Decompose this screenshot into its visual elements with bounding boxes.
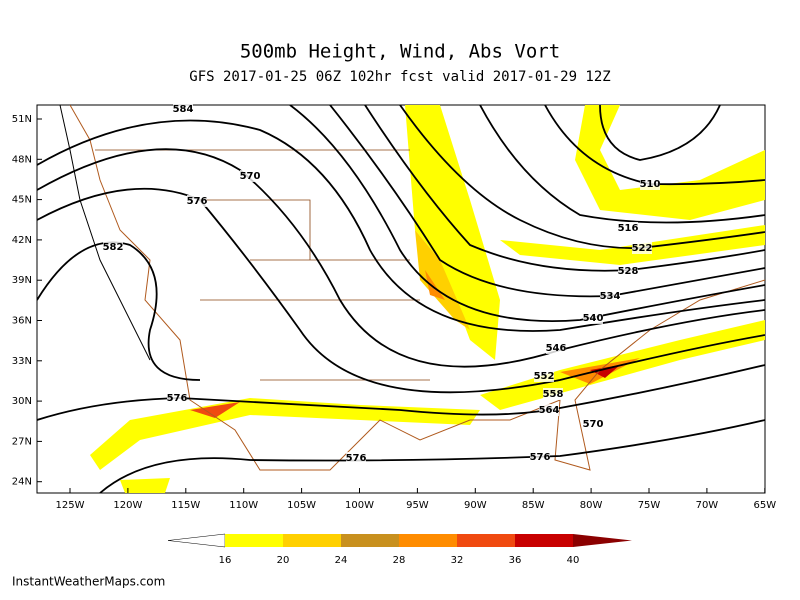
contour-label-bg bbox=[583, 418, 603, 430]
contour-label: 576 bbox=[530, 452, 551, 463]
lat-label: 27N bbox=[12, 436, 32, 447]
footer: InstantWeatherMaps.com bbox=[12, 575, 165, 589]
colorbar-arrow-high bbox=[573, 534, 632, 547]
lat-label: 42N bbox=[12, 235, 32, 246]
colorbar-segment bbox=[457, 534, 515, 547]
lat-label: 33N bbox=[12, 356, 32, 367]
colorbar-tick-label: 24 bbox=[335, 555, 348, 566]
contour-label: 584 bbox=[173, 104, 194, 115]
colorbar-tick-label: 40 bbox=[567, 555, 580, 566]
contour-label: 522 bbox=[632, 243, 653, 254]
contour-label-bg bbox=[583, 312, 603, 324]
contour-label-bg bbox=[534, 370, 554, 382]
contour-label: 540 bbox=[583, 313, 604, 324]
contour-label: 534 bbox=[600, 291, 621, 302]
lon-label: 115W bbox=[171, 500, 200, 511]
contour-label: 576 bbox=[187, 196, 208, 207]
title: 500mb Height, Wind, Abs Vort bbox=[240, 41, 560, 63]
contour-label-bg bbox=[546, 342, 566, 354]
contour-label: 564 bbox=[539, 405, 560, 416]
contour-label: 528 bbox=[618, 266, 639, 277]
contour-label-bg bbox=[346, 452, 366, 464]
contour-label-bg bbox=[103, 241, 123, 253]
lon-label: 105W bbox=[287, 500, 316, 511]
lon-label: 75W bbox=[638, 500, 661, 511]
colorbar-segment bbox=[225, 534, 283, 547]
contour-label: 576 bbox=[167, 393, 188, 404]
colorbar-tick-label: 20 bbox=[277, 555, 290, 566]
colorbar: 16 20 24 28 32 36 40 bbox=[167, 533, 632, 566]
subtitle: GFS 2017-01-25 06Z 102hr fcst valid 2017… bbox=[189, 69, 610, 85]
contour-label-bg bbox=[530, 451, 550, 463]
contour-label-bg bbox=[600, 290, 620, 302]
contour-label-bg bbox=[632, 242, 652, 254]
colorbar-arrow-low bbox=[167, 533, 226, 548]
contour-label: 582 bbox=[103, 242, 124, 253]
lon-label: 100W bbox=[345, 500, 374, 511]
contour-label: 570 bbox=[240, 171, 261, 182]
contour-label: 546 bbox=[546, 343, 567, 354]
colorbar-segment bbox=[515, 534, 573, 547]
contour-label-bg bbox=[543, 388, 563, 400]
colorbar-tick-label: 16 bbox=[219, 555, 232, 566]
contour-label: 570 bbox=[583, 419, 604, 430]
lon-label: 95W bbox=[406, 500, 429, 511]
contour-label-bg bbox=[167, 392, 187, 404]
lon-label: 120W bbox=[113, 500, 142, 511]
contour-label-bg bbox=[240, 170, 260, 182]
contour-label-bg bbox=[618, 222, 638, 234]
colorbar-tick-label: 28 bbox=[393, 555, 406, 566]
map-area: 51N 48N 45N 42N 39N 36N 33N 30N 27N 24N 125W 120W 11… bbox=[12, 103, 776, 511]
lat-label: 36N bbox=[12, 316, 32, 327]
map-fields bbox=[37, 105, 765, 493]
lat-label: 51N bbox=[12, 114, 32, 125]
contour-label: 510 bbox=[640, 179, 661, 190]
lon-label: 70W bbox=[696, 500, 719, 511]
contour-label-bg bbox=[187, 195, 207, 207]
lat-label: 30N bbox=[12, 396, 32, 407]
lon-label: 110W bbox=[229, 500, 258, 511]
colorbar-segment bbox=[341, 534, 399, 547]
colorbar-segment bbox=[399, 534, 457, 547]
label-layer: 51N 48N 45N 42N 39N 36N 33N 30N 27N 24N 125W 120W 11… bbox=[12, 103, 776, 511]
colorbar-tick-label: 36 bbox=[509, 555, 522, 566]
contour-label-bg bbox=[173, 103, 193, 115]
contour-label-bg bbox=[618, 265, 638, 277]
colorbar-tick-label: 32 bbox=[451, 555, 464, 566]
lon-label: 85W bbox=[522, 500, 545, 511]
contour-label: 558 bbox=[543, 389, 564, 400]
contour-label: 552 bbox=[534, 371, 555, 382]
lat-label: 45N bbox=[12, 195, 32, 206]
contour-label: 576 bbox=[346, 453, 367, 464]
lat-label: 39N bbox=[12, 275, 32, 286]
lon-label: 125W bbox=[56, 500, 85, 511]
lon-label: 80W bbox=[580, 500, 603, 511]
contour-label-bg bbox=[640, 178, 660, 190]
contour-label-bg bbox=[539, 404, 559, 416]
colorbar-segment bbox=[283, 534, 341, 547]
lat-label: 24N bbox=[12, 477, 32, 488]
lon-label: 65W bbox=[753, 500, 776, 511]
lon-label: 90W bbox=[464, 500, 487, 511]
contour-label: 516 bbox=[618, 223, 639, 234]
lat-label: 48N bbox=[12, 154, 32, 165]
